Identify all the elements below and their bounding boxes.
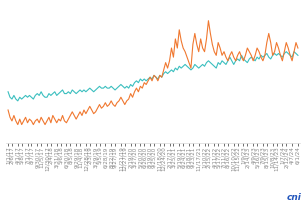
- Text: cni: cni: [286, 193, 301, 202]
